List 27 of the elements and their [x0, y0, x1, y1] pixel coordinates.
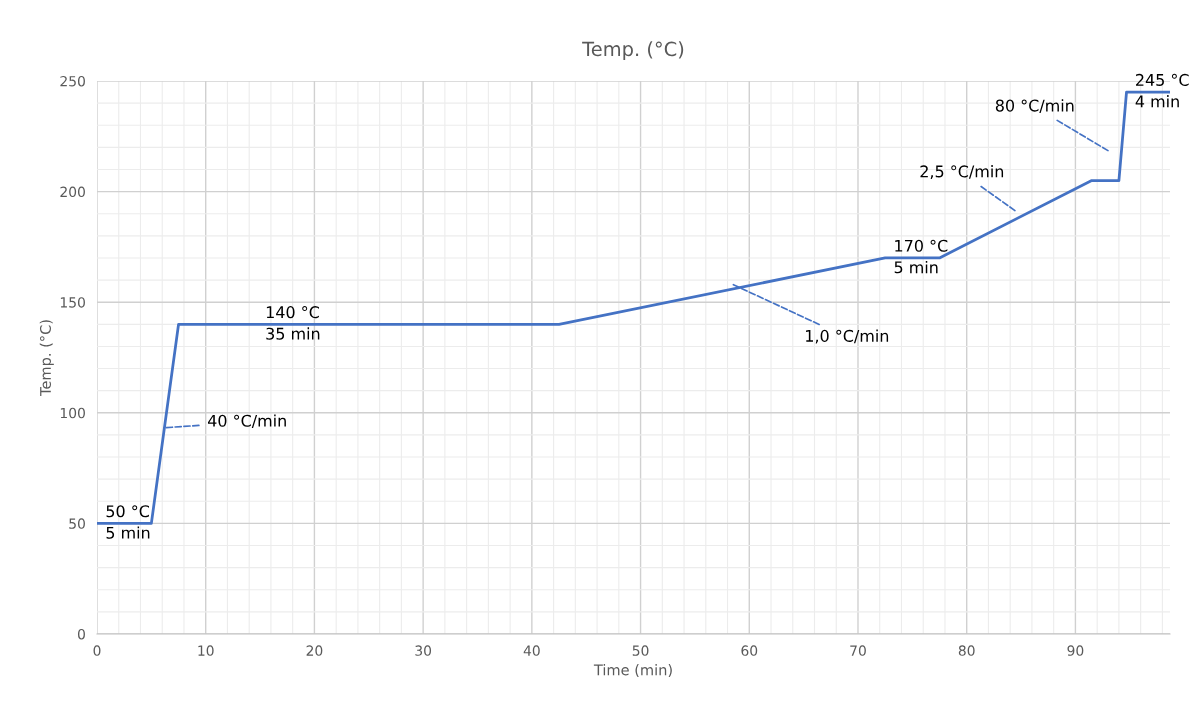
x-tick-label: 60 [741, 645, 758, 656]
x-tick-label: 50 [632, 645, 649, 656]
x-tick-label: 30 [415, 645, 432, 656]
annotation: 40 °C/min [207, 414, 286, 429]
annotation: 80 °C/min [995, 99, 1074, 113]
annotation: 170 °C 5 min [894, 239, 948, 274]
y-tick-label: 200 [60, 186, 85, 198]
y-tick-label: 0 [77, 628, 85, 640]
chart-title: Temp. (°C) [582, 41, 684, 61]
annotation: 140 °C 35 min [266, 306, 320, 340]
annotation: 50 °C 5 min [106, 505, 150, 539]
x-tick-label: 0 [93, 645, 101, 656]
annotation: 245 °C 4 min [1135, 73, 1189, 108]
y-tick-label: 250 [60, 75, 85, 87]
y-axis-title: Temp. (°C) [39, 320, 54, 397]
y-tick-label: 150 [60, 297, 85, 308]
x-tick-label: 20 [306, 645, 323, 656]
x-tick-label: 40 [523, 645, 540, 656]
y-tick-label: 100 [60, 407, 85, 419]
x-tick-label: 80 [958, 645, 975, 656]
x-axis-title: Time (min) [593, 664, 672, 678]
annotation: 1,0 °C/min [806, 329, 889, 344]
x-tick-label: 10 [198, 645, 214, 656]
x-tick-label: 70 [850, 645, 866, 656]
annotation: 2,5 °C/min [920, 165, 1004, 180]
x-tick-label: 90 [1067, 645, 1084, 656]
y-tick-label: 50 [69, 518, 85, 529]
